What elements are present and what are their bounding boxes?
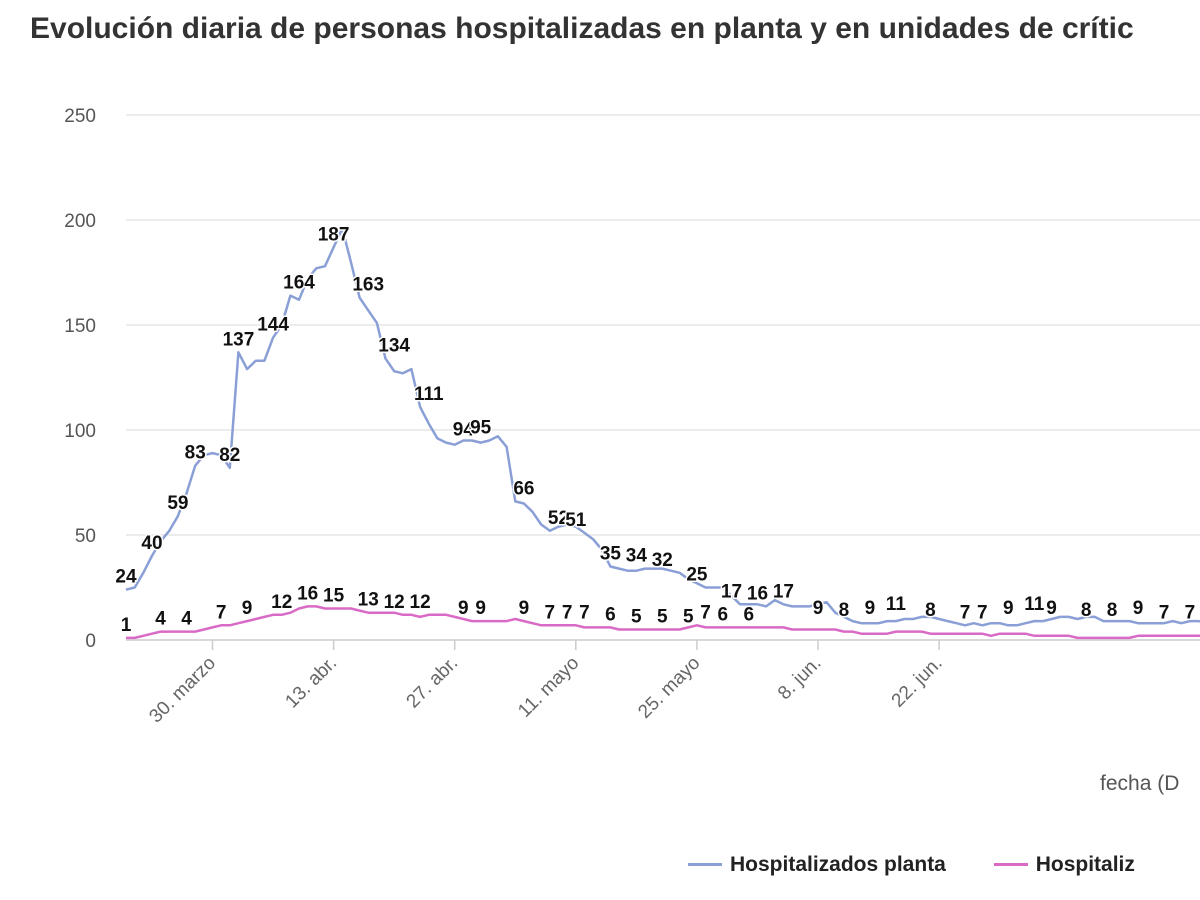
- data-label-s0-24: 187: [318, 224, 350, 245]
- data-label-s0-6: 59: [167, 493, 188, 514]
- y-tick-label-50: 50: [75, 526, 96, 547]
- data-label-s0-20: 164: [283, 273, 315, 294]
- data-label-s0-83: 8: [839, 600, 850, 621]
- x-axis-ticks: 30. marzo 13. abr. 27. abr. 11. mayo 25. may…: [145, 640, 947, 728]
- data-label-s0-86: 9: [865, 598, 876, 619]
- data-label-s1-56: 6: [605, 604, 616, 625]
- data-label-s1-67: 7: [700, 602, 711, 623]
- data-label-s0-39: 94: [453, 420, 475, 441]
- chart-title: Evolución diaria de personas hospitaliza…: [30, 12, 1134, 45]
- data-label-s0-114: 8: [1107, 600, 1118, 621]
- x-tick-label-6: 22. jun.: [888, 653, 947, 712]
- data-label-s0-62: 32: [652, 550, 673, 571]
- data-label-s1-7: 4: [181, 609, 192, 630]
- data-label-s0-52: 51: [565, 510, 587, 531]
- data-label-s0-41: 95: [470, 418, 492, 439]
- data-label-s0-46: 66: [513, 478, 534, 499]
- x-axis-title: fecha (D: [1100, 772, 1180, 795]
- legend-swatch-planta: [688, 863, 722, 866]
- data-label-s0-50: 52: [548, 508, 569, 529]
- y-tick-label-250: 250: [64, 106, 96, 127]
- grid-lines: [126, 114, 1200, 641]
- data-label-s0-105: 11: [1024, 594, 1045, 615]
- legend-label-planta: Hospitalizados planta: [730, 852, 946, 876]
- data-label-s0-56: 35: [600, 544, 622, 565]
- series-line-1: [126, 605, 1200, 640]
- data-label-s0-59: 34: [626, 546, 648, 567]
- legend: Hospitalizados planta Hospitaliz: [688, 848, 1177, 877]
- data-label-s1-24: 15: [323, 586, 345, 607]
- data-label-s0-123: 7: [1185, 602, 1196, 623]
- data-label-s0-97: 7: [960, 602, 971, 623]
- data-label-s1-69: 6: [718, 604, 729, 625]
- data-label-s1-11: 7: [216, 602, 227, 623]
- x-tick-label-0: 30. marzo: [145, 653, 220, 728]
- data-label-s0-111: 8: [1081, 600, 1092, 621]
- data-label-s0-80: 9: [813, 598, 824, 619]
- data-label-s0-66: 25: [686, 565, 708, 586]
- data-label-s1-21: 16: [297, 583, 318, 604]
- data-label-s0-89: 11: [886, 594, 907, 615]
- data-label-s0-28: 163: [352, 275, 384, 296]
- data-label-s0-31: 134: [378, 336, 410, 357]
- data-label-s1-51: 7: [562, 602, 573, 623]
- data-label-s0-8: 83: [185, 443, 206, 464]
- data-label-s0-13: 137: [223, 329, 255, 350]
- data-label-s0-102: 9: [1003, 598, 1014, 619]
- data-label-s1-59: 5: [631, 607, 642, 628]
- legend-swatch-criticos: [993, 863, 1028, 866]
- data-label-s0-70: 17: [721, 581, 742, 602]
- data-label-s0-76: 17: [773, 581, 794, 602]
- legend-item-planta[interactable]: Hospitalizados planta: [688, 853, 946, 877]
- series-lines: [125, 227, 1200, 640]
- x-tick-label-4: 25. mayo: [634, 653, 704, 723]
- data-label-s0-17: 144: [257, 315, 289, 336]
- data-label-s1-41: 9: [475, 598, 486, 619]
- y-tick-label-150: 150: [64, 316, 96, 337]
- data-label-s1-4: 4: [155, 609, 166, 630]
- data-label-s1-72: 6: [744, 604, 755, 625]
- legend-label-criticos: Hospitaliz: [1035, 852, 1135, 876]
- data-label-s0-12: 82: [219, 445, 240, 466]
- data-label-s1-34: 12: [410, 592, 431, 613]
- y-axis-ticks: 0 50 100 150 200 250: [64, 106, 96, 652]
- y-tick-label-0: 0: [85, 631, 96, 652]
- data-label-s1-62: 5: [657, 607, 668, 628]
- y-tick-label-200: 200: [64, 211, 96, 232]
- data-label-s1-53: 7: [579, 602, 590, 623]
- data-label-s0-117: 9: [1133, 598, 1144, 619]
- data-label-s1-0: 1: [121, 615, 132, 636]
- legend-item-criticos[interactable]: Hospitaliz: [993, 852, 1135, 877]
- data-label-s1-46: 9: [519, 598, 530, 619]
- data-label-s1-18: 12: [271, 592, 292, 613]
- x-tick-label-2: 27. abr.: [403, 653, 463, 713]
- series-line-0: [125, 227, 1200, 627]
- data-label-s1-39: 9: [458, 598, 469, 619]
- data-label-s0-107: 9: [1046, 598, 1057, 619]
- data-label-s1-14: 9: [242, 598, 253, 619]
- data-label-s0-0: 24: [115, 567, 137, 588]
- data-label-s1-31: 12: [384, 592, 405, 613]
- data-label-s0-120: 7: [1159, 602, 1170, 623]
- data-label-s1-28: 13: [358, 590, 379, 611]
- x-tick-label-3: 11. mayo: [514, 653, 583, 722]
- data-label-s0-35: 111: [414, 384, 444, 405]
- x-tick-label-5: 8. jun.: [774, 653, 825, 704]
- data-label-s1-65: 5: [683, 607, 694, 628]
- y-tick-label-100: 100: [64, 421, 96, 442]
- data-label-s1-49: 7: [545, 602, 556, 623]
- x-tick-label-1: 13. abr.: [281, 653, 341, 713]
- data-label-s0-99: 7: [977, 602, 988, 623]
- data-label-s0-3: 40: [141, 533, 162, 554]
- data-label-s0-73: 16: [747, 583, 768, 604]
- data-label-s0-93: 8: [925, 600, 936, 621]
